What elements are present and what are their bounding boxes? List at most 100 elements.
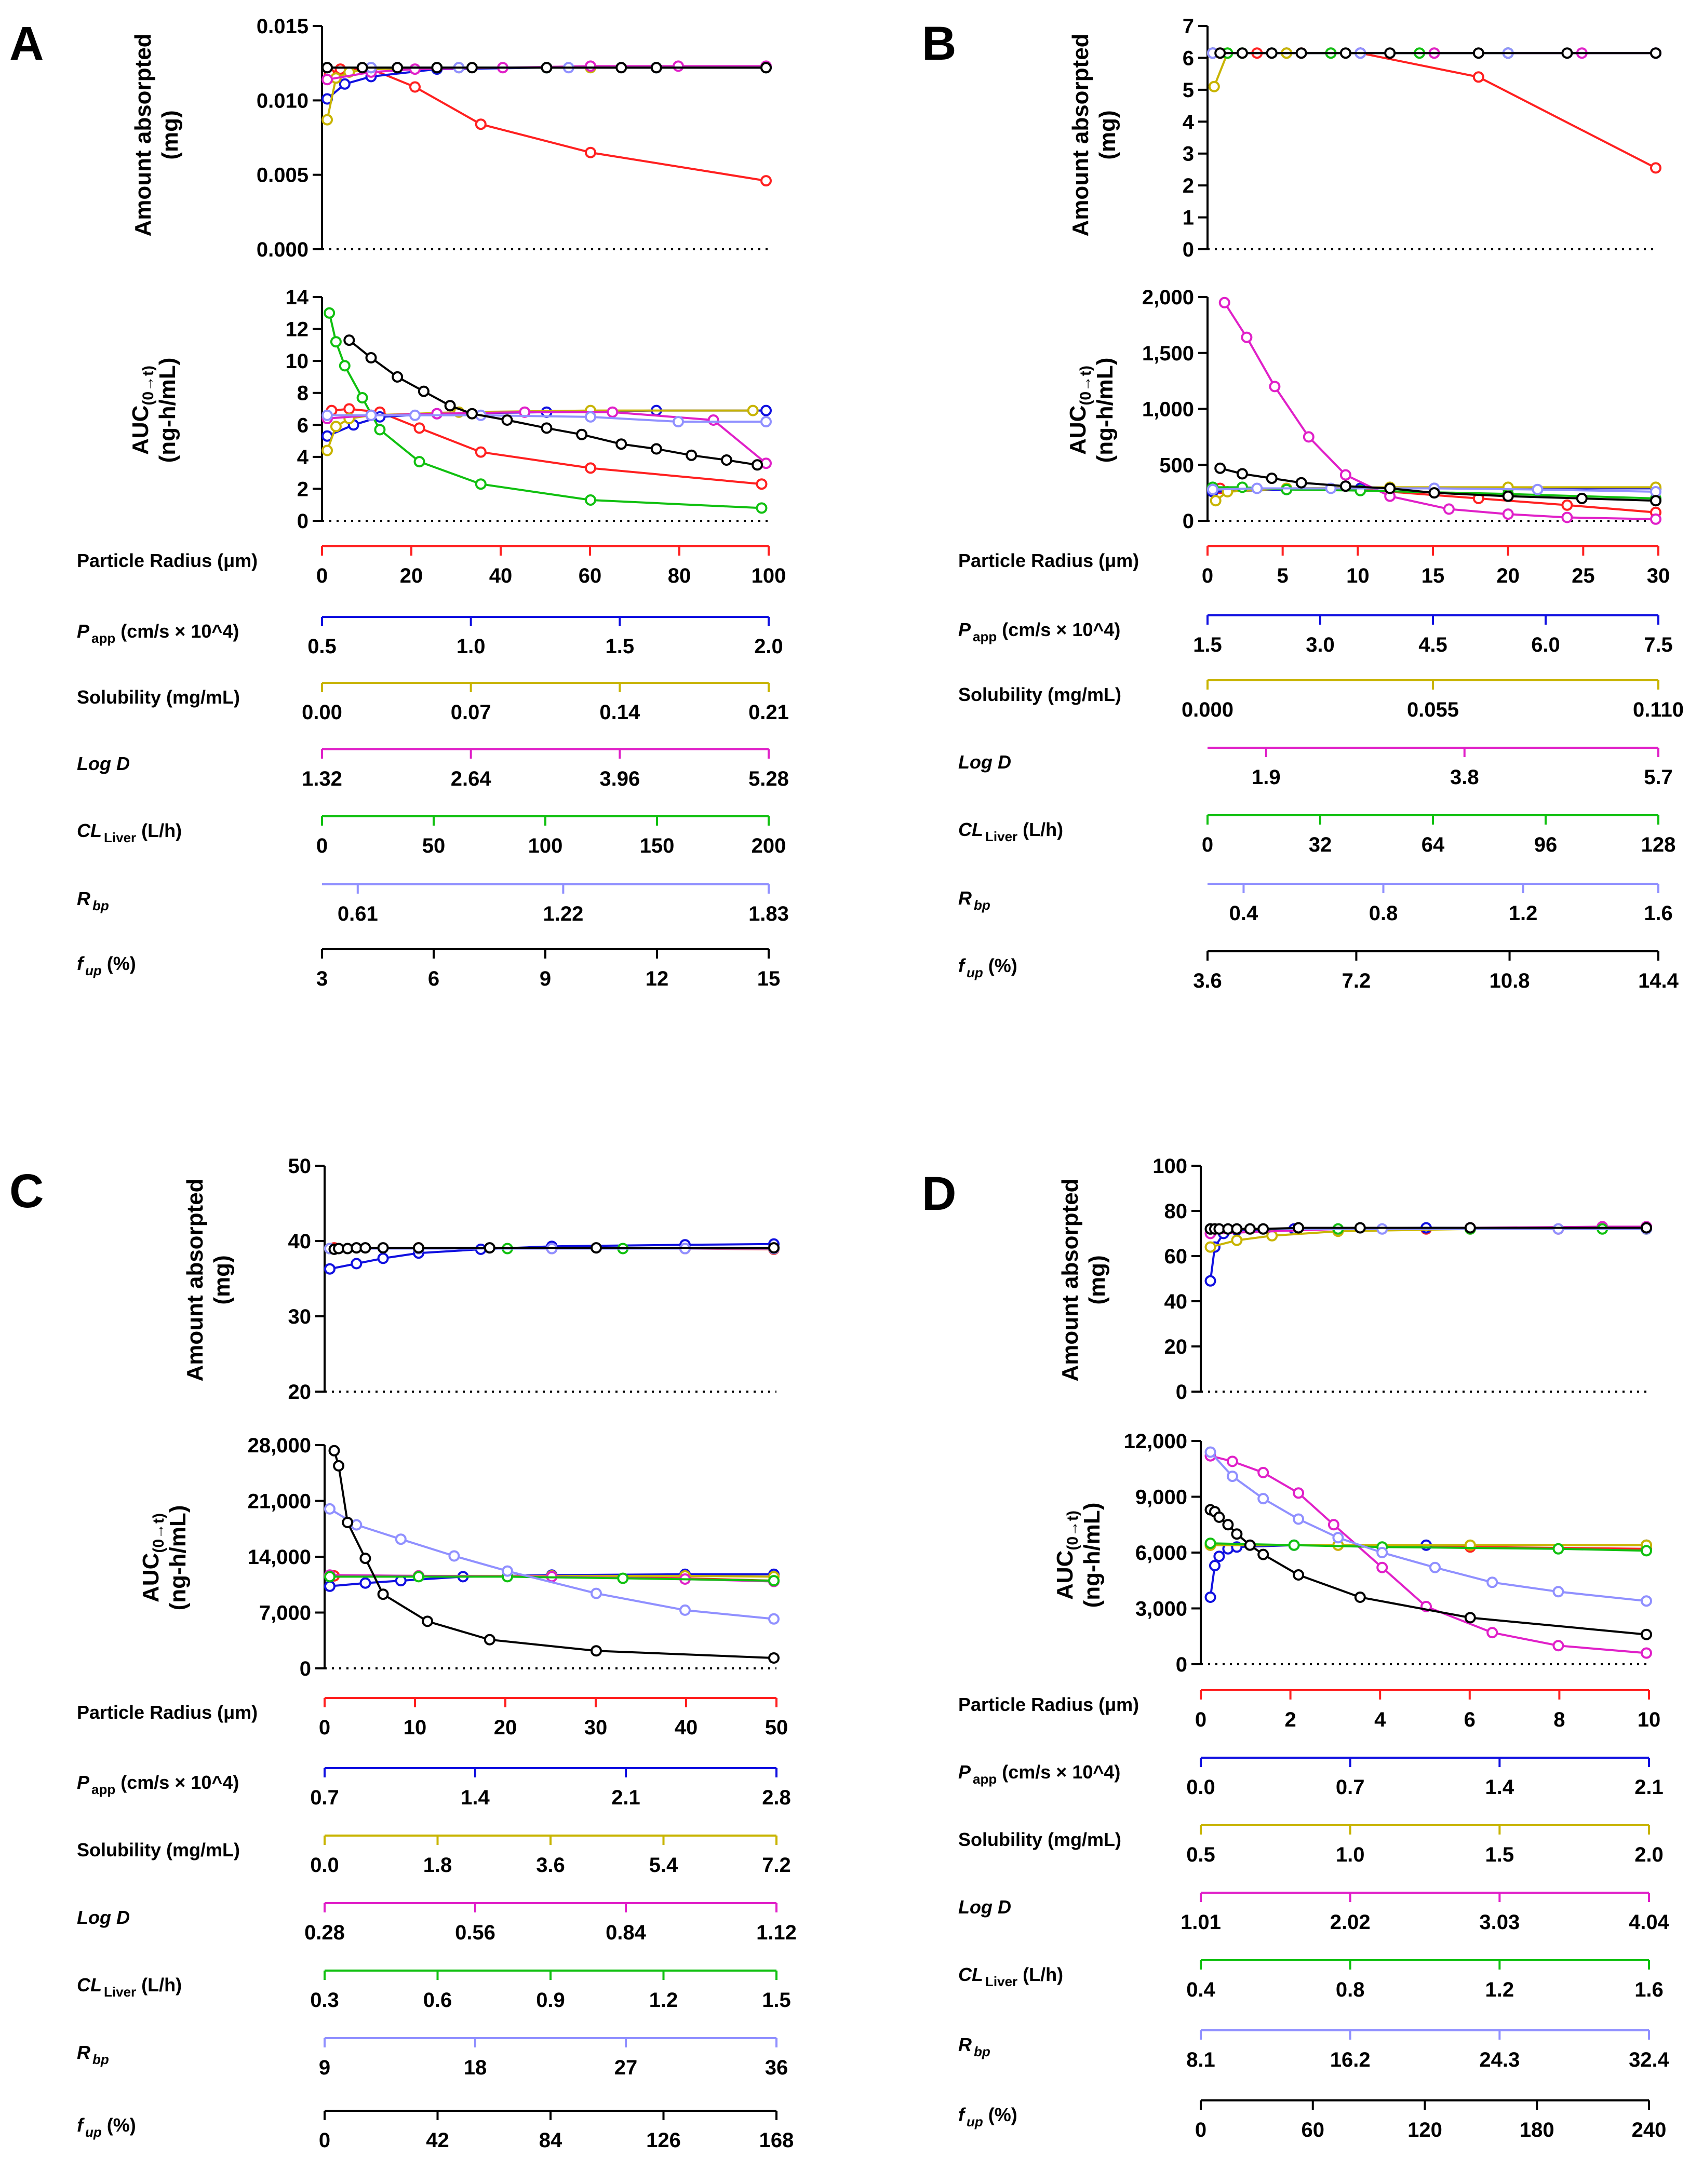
auc-series-line-fup (333, 1450, 774, 1659)
scale-tick-label: 4 (1374, 1708, 1386, 1731)
auc-data-point (686, 449, 698, 461)
auc-data-point (1244, 1539, 1256, 1551)
scale-tick-label: 1.2 (1509, 902, 1538, 925)
absorbed-series-line-fup (1210, 1226, 1646, 1230)
auc-data-point (1641, 1628, 1652, 1640)
scale-tick-label: 0.110 (1633, 698, 1684, 721)
scale-tick-label: 1.5 (606, 635, 635, 658)
auc-data-point (1429, 1561, 1441, 1573)
auc-data-point (760, 416, 772, 428)
scale-tick-label: 50 (765, 1716, 788, 1739)
scale-tick-label: 0.7 (1336, 1776, 1365, 1799)
auc-data-point (330, 336, 342, 348)
absorbed-y-tick-label: 0 (1183, 238, 1194, 261)
absorbed-data-point (615, 62, 627, 74)
absorbed-y-tick-label: 3 (1183, 143, 1194, 166)
scale-tick-label: 0.61 (338, 902, 378, 925)
scale-tick-label: 3 (316, 967, 328, 990)
auc-data-point (1303, 431, 1315, 443)
auc-data-point (339, 360, 351, 372)
auc-y-tick-label: 2 (297, 478, 309, 501)
absorbed-data-point (1266, 47, 1278, 59)
scale-tick-label: 0.6 (423, 1989, 452, 2012)
auc-data-point (1339, 469, 1351, 481)
absorbed-y-title: Amount absorpted(mg) (130, 33, 183, 236)
auc-data-point (365, 409, 377, 421)
absorbed-data-point (321, 114, 333, 126)
auc-series-line-fup (1219, 467, 1656, 502)
panel-letter: B (922, 17, 956, 70)
auc-data-point (1376, 1561, 1388, 1573)
auc-data-point (760, 405, 772, 416)
auc-y-title: AUC(0→t)(ng-h/mL) (128, 358, 180, 463)
scale-tick-label: 30 (584, 1716, 608, 1739)
scale-tick-label: 0.21 (748, 701, 789, 724)
auc-data-point (475, 446, 487, 458)
scale-tick-label: 4.04 (1629, 1911, 1670, 1934)
auc-y-tick-label: 0 (300, 1657, 311, 1680)
absorbed-data-point (431, 62, 443, 74)
auc-series-line-rbp (329, 1508, 774, 1620)
absorbed-data-point (1472, 47, 1484, 59)
scale-tick-label: 64 (1422, 833, 1445, 856)
absorbed-y-tick-label: 7 (1183, 15, 1194, 38)
auc-data-point (324, 1580, 336, 1592)
auc-y-tick-label: 8 (297, 382, 309, 405)
auc-data-point (768, 1575, 780, 1587)
panel-letter: C (9, 1165, 44, 1218)
scale-label: f up (%) (77, 2114, 136, 2140)
auc-data-point (756, 502, 768, 514)
absorbed-y-tick-label: 0.000 (257, 238, 309, 261)
scale-sol: Solubility (mg/mL) 0.5 1.0 1.5 2.0 (958, 1824, 1664, 1866)
auc-data-point (1641, 1545, 1652, 1557)
scale-tick-label: 2.0 (1634, 1843, 1664, 1866)
auc-data-point (1288, 1539, 1300, 1551)
scale-tick-label: 8.1 (1186, 2048, 1215, 2071)
auc-data-point (1213, 1511, 1225, 1523)
scale-tick-label: 1.0 (457, 635, 486, 658)
auc-data-point (1384, 482, 1396, 494)
absorbed-data-point (1231, 1223, 1243, 1235)
auc-series-line-fup (348, 339, 758, 466)
auc-data-point (1552, 1543, 1564, 1555)
panel-d: D Amount absorpted(mg) AUC(0→t)(ng-h/mL) 0 2… (922, 1155, 1670, 2141)
auc-data-point (431, 408, 443, 420)
scale-tick-label: 0.7 (310, 1786, 339, 1809)
absorbed-data-point (760, 62, 772, 74)
auc-data-point (1650, 513, 1661, 525)
absorbed-data-point (1650, 47, 1661, 59)
absorbed-y-title: Amount absorpted(mg) (1068, 33, 1120, 236)
absorbed-data-point (409, 81, 421, 93)
absorbed-data-point (392, 62, 404, 74)
scale-tick-label: 2.1 (611, 1786, 640, 1809)
scale-tick-label: 1.8 (423, 1854, 452, 1877)
scale-tick-label: 8 (1553, 1708, 1565, 1731)
auc-data-point (328, 1445, 340, 1457)
scale-tick-label: 0.000 (1182, 698, 1233, 721)
auc-data-point (356, 392, 368, 403)
scale-tick-label: 7.5 (1644, 633, 1673, 656)
scale-tick-label: 1.0 (1336, 1843, 1365, 1866)
absorbed-y-tick-label: 6 (1183, 47, 1194, 70)
auc-data-point (321, 444, 333, 456)
auc-data-point (321, 409, 333, 421)
auc-data-point (1339, 480, 1351, 492)
auc-data-point (707, 414, 719, 426)
auc-data-point (413, 1571, 424, 1583)
scale-tick-label: 0 (316, 834, 328, 857)
auc-data-point (444, 400, 456, 412)
auc-data-point (585, 462, 596, 474)
scale-tick-label: 10 (1346, 564, 1370, 587)
scale-tick-label: 5.28 (748, 767, 789, 790)
auc-data-point (1641, 1595, 1652, 1607)
scale-tick-label: 0.07 (451, 701, 491, 724)
absorbed-data-point (1257, 1223, 1269, 1235)
scale-tick-label: 1.83 (748, 902, 789, 925)
absorbed-data-point (1384, 47, 1396, 59)
scale-tick-label: 0.5 (307, 635, 337, 658)
absorbed-y-tick-label: 30 (288, 1305, 312, 1328)
